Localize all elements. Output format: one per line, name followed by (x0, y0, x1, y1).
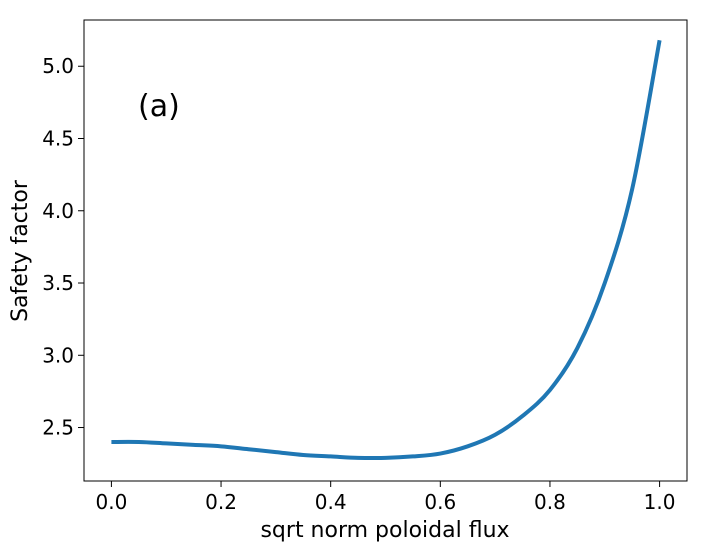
y-axis-label: Safety factor (8, 179, 33, 322)
panel-annotation: (a) (138, 89, 180, 124)
x-tick-label: 0.6 (424, 490, 456, 514)
plot-area (83, 19, 688, 482)
x-tick-label: 0.8 (534, 490, 566, 514)
x-tick-label: 1.0 (644, 490, 676, 514)
y-tick-label: 5.0 (42, 54, 74, 78)
series-layer (111, 39, 662, 461)
y-tick-label: 4.5 (42, 127, 74, 151)
safety-factor-line (111, 39, 662, 461)
x-tick-label: 0.4 (315, 490, 347, 514)
x-tick-label: 0.0 (96, 490, 128, 514)
y-tick-label: 3.5 (42, 271, 74, 295)
x-axis-ticks: 0.0 0.2 0.4 0.6 0.8 1.0 (96, 481, 676, 514)
y-tick-label: 2.5 (42, 416, 74, 440)
y-axis-ticks: 2.5 3.0 3.5 4.0 4.5 5.0 (42, 54, 84, 440)
plot-frame (83, 19, 688, 482)
y-tick-label: 3.0 (42, 343, 74, 367)
x-tick-label: 0.2 (205, 490, 237, 514)
x-axis-label: sqrt norm poloidal flux (260, 518, 509, 543)
y-tick-label: 4.0 (42, 199, 74, 223)
